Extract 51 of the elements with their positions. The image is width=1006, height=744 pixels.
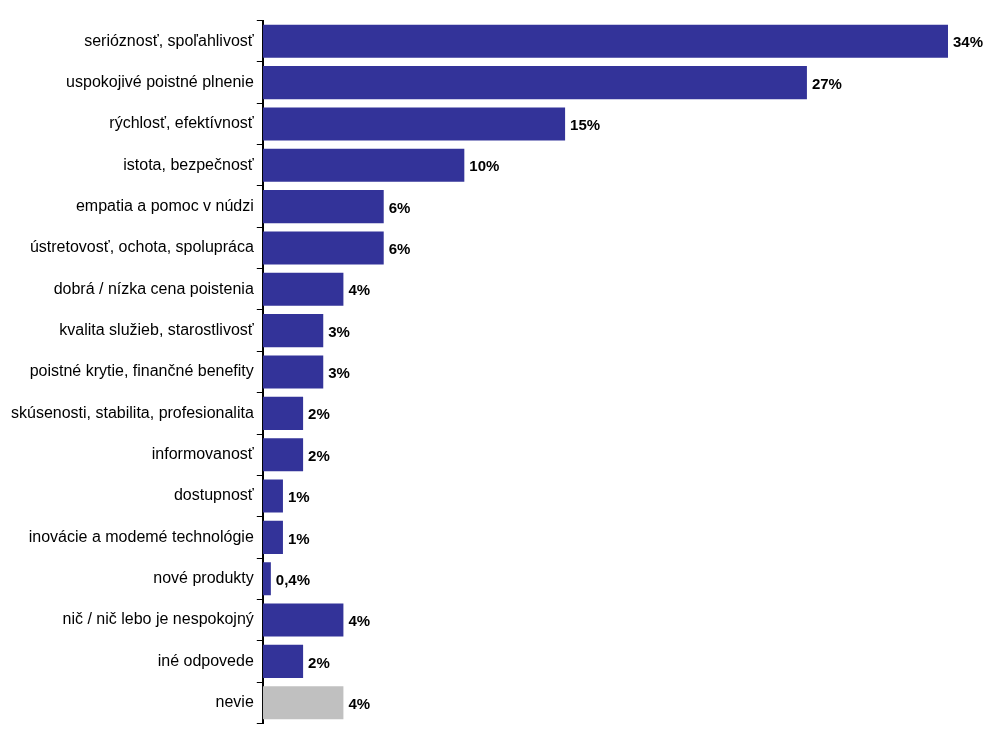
bar: [262, 190, 384, 224]
bar: [262, 438, 304, 472]
y-tick-label: dostupnosť: [173, 486, 255, 504]
bar: [262, 396, 304, 430]
bar: [262, 231, 384, 265]
y-tick-label: nič / nič lebo je nespokojný: [62, 610, 254, 628]
bar: [262, 272, 344, 306]
data-label: 0,4%: [275, 570, 311, 588]
data-label: 6%: [388, 198, 411, 216]
y-tick-label: uspokojivé poistné plnenie: [66, 73, 254, 91]
y-tick-label: istota, bezpečnosť: [123, 155, 255, 173]
data-label: 2%: [308, 446, 330, 464]
data-label: 2%: [308, 405, 330, 423]
data-label: 4%: [348, 694, 371, 712]
y-tick-label: informovanosť: [151, 445, 255, 463]
data-label: 1%: [287, 488, 310, 506]
y-tick-label: nevie: [215, 693, 254, 711]
y-tick-label: skúsenosti, stabilita, profesionalita: [11, 403, 254, 421]
data-label: 1%: [287, 529, 310, 547]
data-label: 34%: [953, 33, 984, 51]
data-label: 10%: [469, 157, 500, 175]
y-tick-label: dobrá / nízka cena poistenia: [53, 279, 254, 297]
bar: [262, 686, 344, 720]
bar: [262, 520, 283, 554]
bar: [262, 562, 271, 596]
bar: [262, 314, 324, 348]
y-tick-label: rýchlosť, efektívnosť: [109, 114, 255, 132]
bar: [262, 107, 566, 141]
bar: [262, 479, 283, 513]
bar: [262, 148, 465, 182]
bar: [262, 603, 344, 637]
data-label: 4%: [348, 612, 371, 630]
data-label: 15%: [570, 116, 601, 134]
data-label: 6%: [388, 240, 411, 258]
data-label: 2%: [308, 653, 330, 671]
y-tick-label: kvalita služieb, starostlivosť: [59, 321, 255, 339]
data-label: 3%: [328, 322, 350, 340]
y-tick-label: empatia a pomoc v núdzi: [75, 197, 254, 215]
bar: [262, 355, 324, 389]
data-label: 4%: [348, 281, 371, 299]
y-tick-label: inovácie a modemé technológie: [28, 527, 254, 545]
y-tick-label: iné odpovede: [157, 651, 254, 669]
y-tick-label: serióznosť, spoľahlivosť: [84, 31, 255, 49]
y-tick-label: ústretovosť, ochota, spolupráca: [29, 238, 254, 256]
y-tick-label: nové produkty: [153, 569, 254, 587]
bar: [262, 66, 807, 100]
bar: [262, 644, 304, 678]
bar: [262, 24, 948, 58]
data-label: 27%: [811, 74, 842, 92]
data-label: 3%: [328, 364, 350, 382]
y-tick-label: poistné krytie, finančné benefity: [29, 362, 254, 380]
